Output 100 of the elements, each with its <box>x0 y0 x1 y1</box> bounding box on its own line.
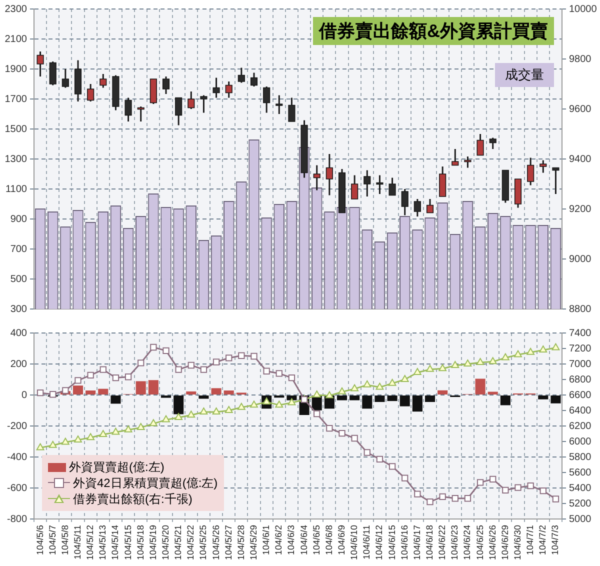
y2-tick-label: 6400 <box>569 405 592 416</box>
y2-tick-label: 5800 <box>569 452 592 463</box>
y2-tick-label: 5200 <box>569 498 592 510</box>
y2-tick-label: 7000 <box>569 358 592 370</box>
x-tick-label: 104/7/3 <box>550 525 560 556</box>
point <box>200 408 208 415</box>
y2-tick-label: 9600 <box>569 104 592 115</box>
x-tick-label: 104/6/11 <box>362 525 372 560</box>
x-tick-label: 104/7/1 <box>525 525 536 556</box>
point <box>476 358 484 365</box>
point <box>338 387 346 394</box>
point <box>527 482 534 490</box>
x-tick-label: 104/6/17 <box>412 525 422 560</box>
x-tick-label: 104/6/15 <box>386 525 397 560</box>
point <box>488 357 497 364</box>
x-tick-label: 104/5/7 <box>47 525 58 556</box>
point <box>136 423 145 430</box>
point <box>438 364 447 372</box>
legend-label: 借券賣出餘額(右:千張) <box>73 490 192 508</box>
point <box>464 360 472 366</box>
point <box>62 387 69 394</box>
point <box>514 484 522 491</box>
point <box>388 378 396 386</box>
point <box>36 390 44 396</box>
y-tick-label: 2100 <box>4 34 28 45</box>
x-tick-label: 104/5/20 <box>160 525 170 560</box>
point <box>502 486 509 494</box>
point <box>112 374 120 382</box>
point <box>288 398 296 406</box>
x-tick-label: 104/6/22 <box>437 525 448 560</box>
x-tick-label: 104/6/25 <box>474 525 485 560</box>
point <box>526 348 535 355</box>
point <box>539 346 548 353</box>
point <box>400 375 409 382</box>
point <box>100 366 106 373</box>
x-tick-label: 104/5/26 <box>210 525 221 560</box>
y2-tick-label: 10000 <box>569 4 598 15</box>
y2-tick-label: 5600 <box>569 467 592 478</box>
y-tick-label: 1300 <box>4 154 28 165</box>
y2-tick-label: 6800 <box>569 374 592 386</box>
x-tick-label: 104/5/14 <box>110 525 120 560</box>
y2-tick-label: 6600 <box>569 390 592 401</box>
point <box>112 428 120 435</box>
x-tick-label: 104/5/12 <box>85 525 96 560</box>
y-tick-label: -800 <box>6 514 28 525</box>
point <box>250 400 258 408</box>
y-tick-label: 1700 <box>4 94 28 105</box>
point <box>402 474 408 482</box>
point <box>350 384 359 392</box>
point <box>325 391 334 398</box>
point <box>376 456 384 462</box>
point <box>414 490 421 498</box>
point <box>426 498 434 506</box>
x-tick-label: 104/5/22 <box>186 525 196 560</box>
y-tick-label: 2300 <box>4 4 28 15</box>
point <box>86 433 95 440</box>
point <box>36 443 44 450</box>
y2-tick-label: 5000 <box>569 514 592 525</box>
y2-tick-label: 5400 <box>569 482 592 494</box>
x-tick-label: 104/6/1 <box>261 525 272 556</box>
y2-tick-label: 9400 <box>569 154 592 165</box>
x-tick-label: 104/6/3 <box>286 525 296 556</box>
point <box>288 374 296 382</box>
y2-tick-label: 7200 <box>569 343 592 354</box>
y-tick-label: 0 <box>21 390 28 401</box>
point <box>514 350 522 358</box>
x-tick-label: 104/5/6 <box>34 525 45 556</box>
x-tick-label: 104/5/8 <box>60 525 70 556</box>
point <box>276 370 282 377</box>
point <box>263 368 270 374</box>
point <box>99 430 108 438</box>
point <box>187 410 196 418</box>
point <box>376 382 384 390</box>
point <box>149 419 158 426</box>
point <box>439 493 446 500</box>
x-tick-label: 104/6/5 <box>311 525 322 556</box>
point <box>250 352 258 360</box>
y2-tick-label: 9200 <box>569 204 592 215</box>
point <box>464 495 472 502</box>
point <box>413 368 422 376</box>
x-tick-label: 104/6/2 <box>274 525 284 556</box>
point <box>314 410 320 418</box>
y-tick-label: -200 <box>6 420 28 432</box>
y-tick-label: 400 <box>10 328 28 339</box>
x-tick-label: 104/5/29 <box>248 525 258 560</box>
point <box>188 362 194 369</box>
point <box>451 361 460 368</box>
y2-tick-label: 9800 <box>569 54 592 65</box>
x-tick-label: 104/5/13 <box>98 525 108 560</box>
legend-label: 外資42日累積買賣超(億:左) <box>73 474 218 492</box>
point <box>74 435 82 442</box>
point <box>351 434 358 442</box>
x-tick-label: 104/6/16 <box>399 525 410 560</box>
point <box>175 366 182 373</box>
y-tick-label: -400 <box>6 452 28 463</box>
point <box>326 424 333 432</box>
point <box>162 415 170 422</box>
point <box>212 358 220 366</box>
text: 借券賣出餘額&外資累計買賣 <box>313 17 554 45</box>
y-tick-label: 300 <box>10 304 28 315</box>
